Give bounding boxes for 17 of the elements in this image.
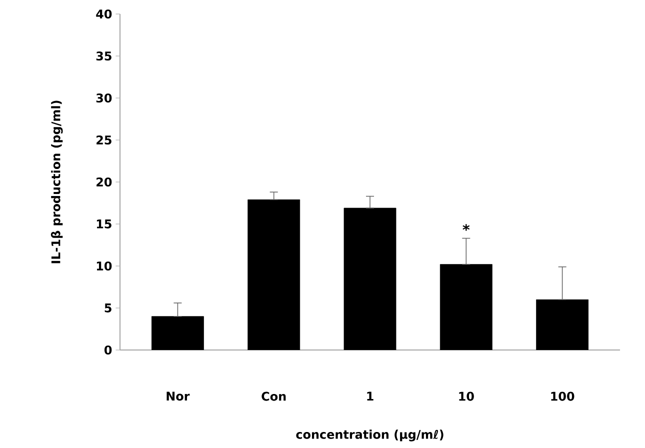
y-tick-label: 10 [96, 261, 112, 271]
y-tick-label: 15 [96, 220, 112, 228]
y-axis-title: IL-1β production (pg/ml) [50, 100, 63, 264]
x-tick-label: 1 [367, 392, 374, 400]
y-tick-label: 25 [96, 135, 112, 145]
y-tick-label: 20 [96, 177, 112, 187]
annotation: * [462, 224, 470, 231]
y-tick-label: 30 [96, 93, 112, 103]
x-axis-title: concentration (μg/mℓ) [296, 430, 444, 442]
x-tick-label: 10 [459, 392, 474, 401]
x-tick-label: Nor [166, 392, 190, 401]
x-tick-label: Con [262, 392, 286, 401]
y-tick-label: 35 [96, 51, 112, 61]
x-tick-label: 100 [551, 392, 574, 401]
y-tick-label: 5 [104, 304, 112, 312]
y-tick-label: 0 [104, 345, 112, 355]
y-tick-label: 40 [96, 9, 112, 19]
